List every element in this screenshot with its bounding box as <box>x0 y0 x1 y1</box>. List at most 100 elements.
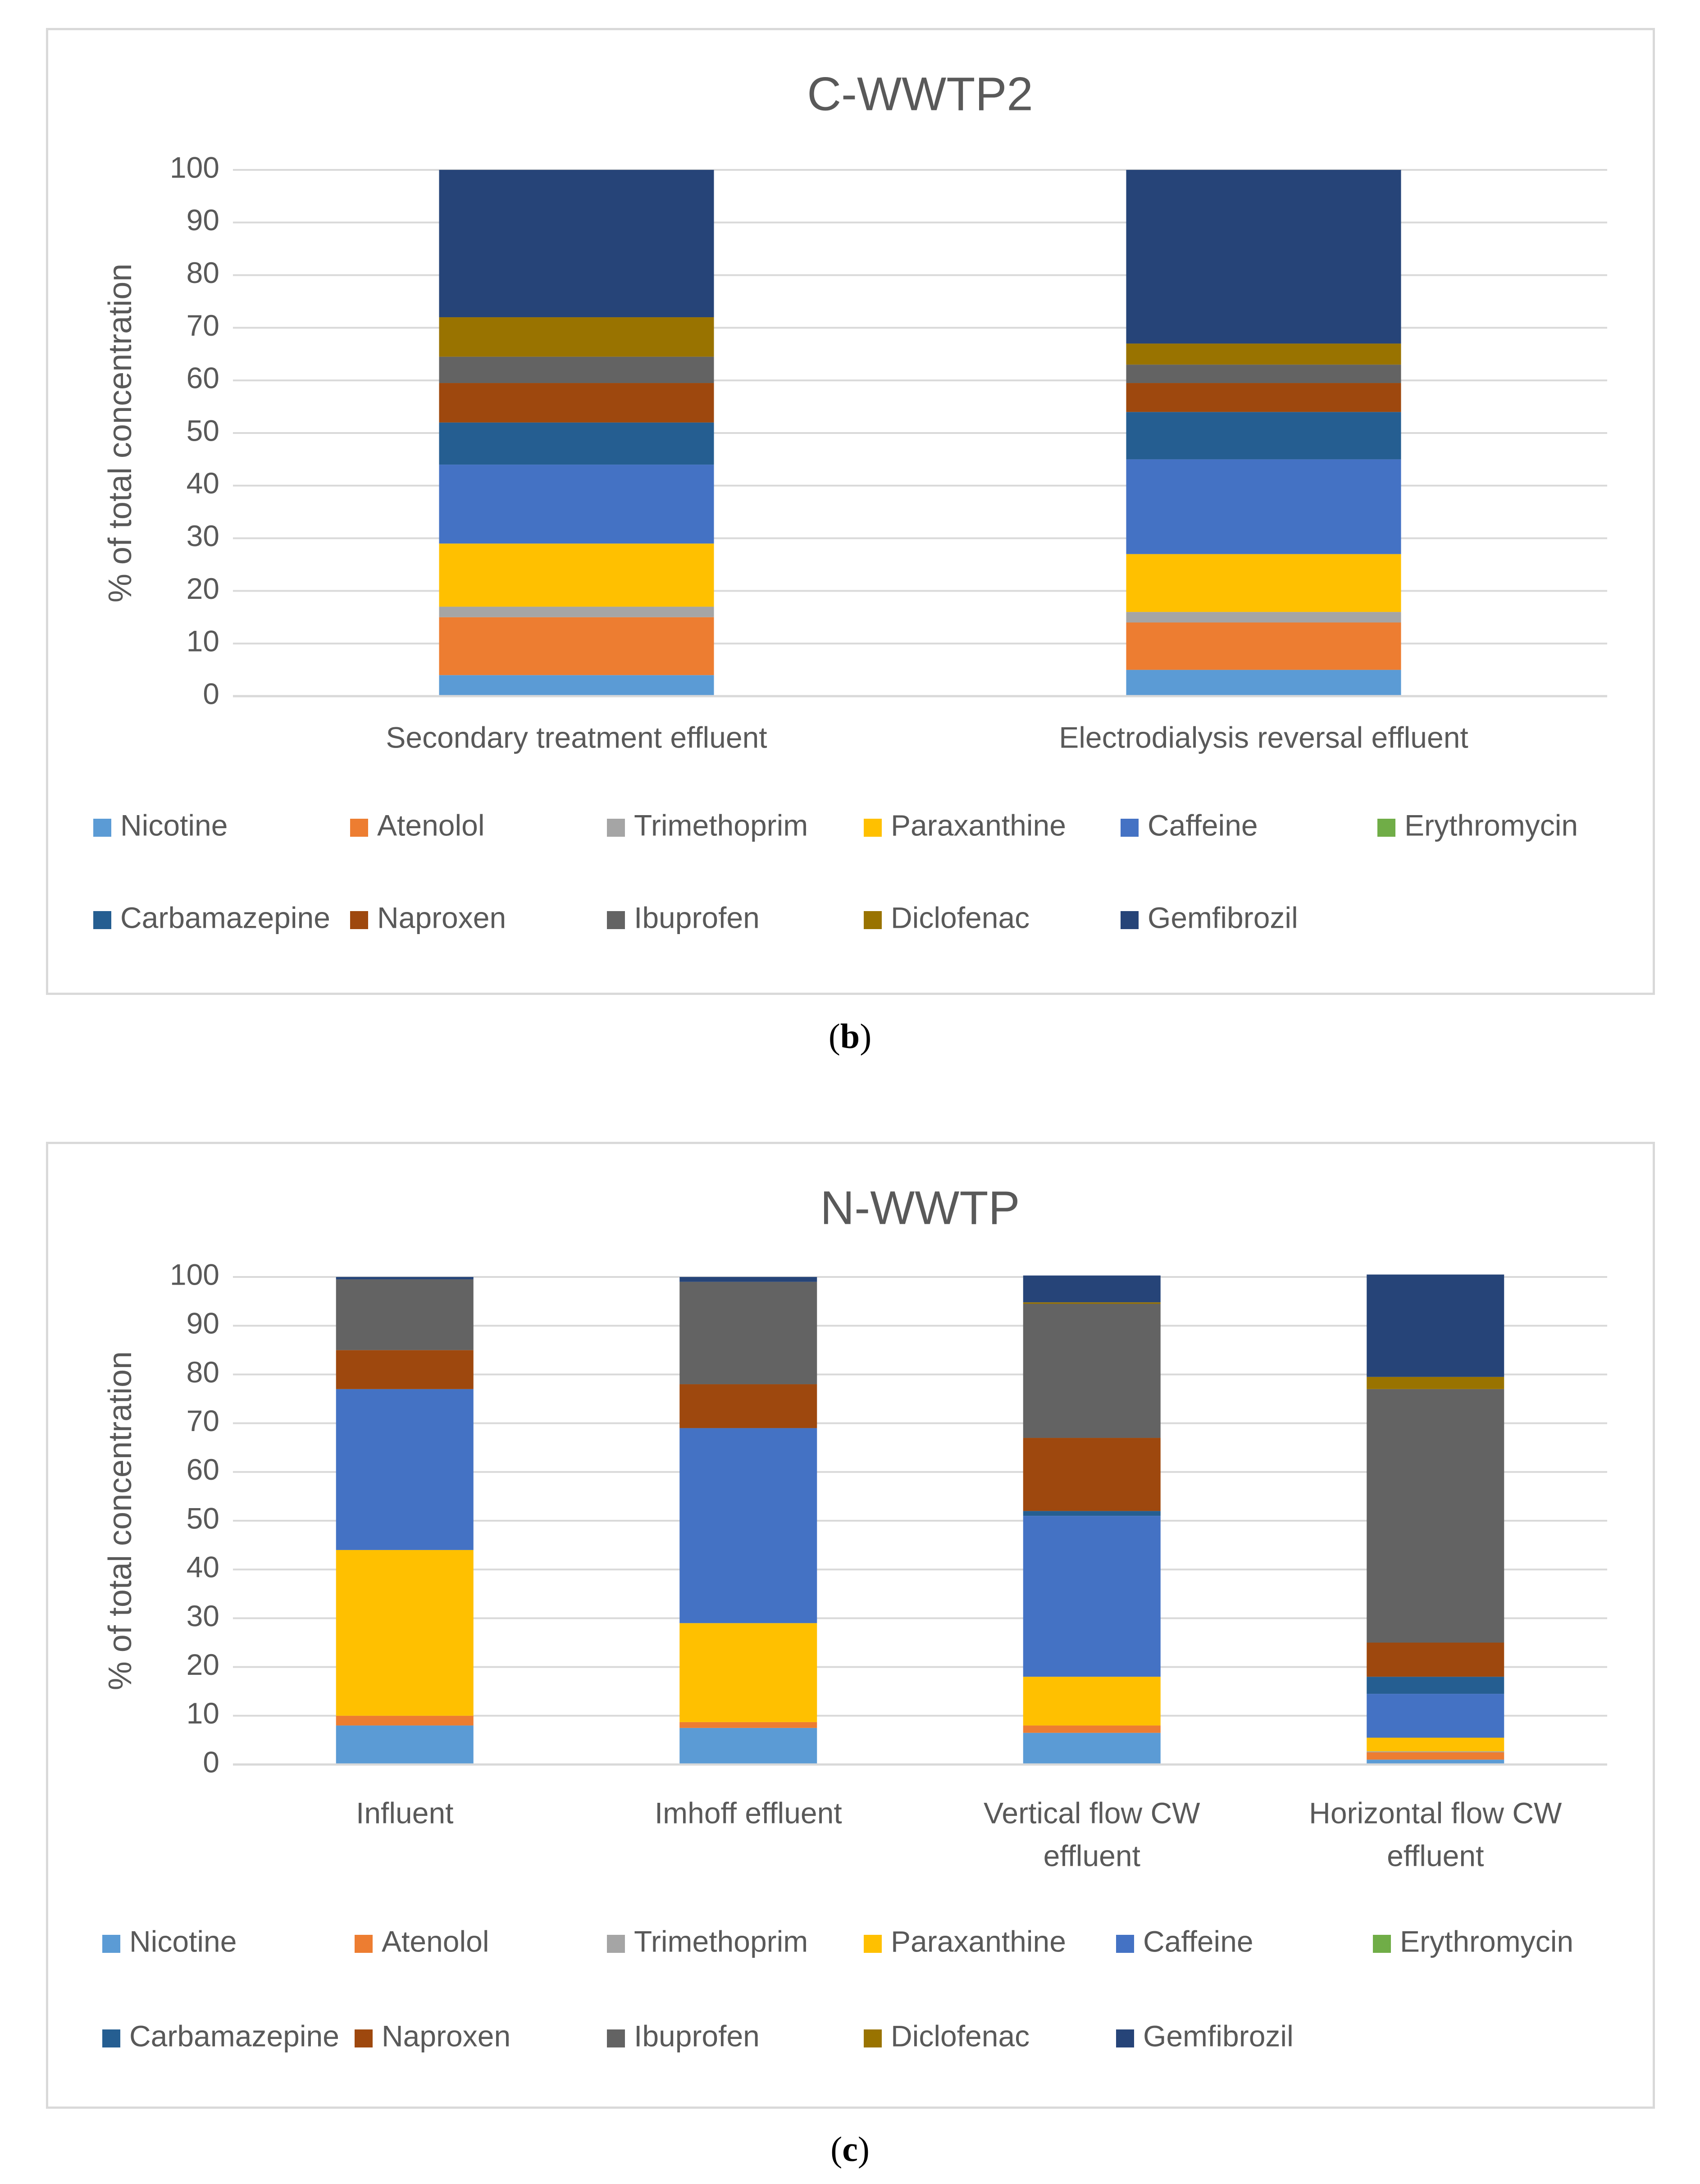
bar-segment-gemfibrozil-2 <box>679 1277 817 1282</box>
legend-swatch-nicotine <box>93 819 111 837</box>
chart-c-wwtp2: C-WWTP2 0 10 20 30 40 50 60 70 80 90 100 % of total … <box>93 68 1607 934</box>
legend-swatch-erythromycin <box>1373 1935 1391 1953</box>
bar-segment-diclofenac-3 <box>1023 1302 1161 1304</box>
y-tick-label-50: 50 <box>187 414 219 447</box>
bar-segment-ibuprofen-3 <box>1023 1304 1161 1438</box>
bar-segment-nicotine-1 <box>336 1725 474 1765</box>
bar-segment-ibuprofen-1 <box>439 356 714 383</box>
legend-swatch-trimethoprim <box>607 1935 625 1953</box>
legend-label-paraxanthine: Paraxanthine <box>891 808 1066 842</box>
bar-segment-naproxen-1 <box>336 1350 474 1389</box>
bar-segment-gemfibrozil-1 <box>439 170 714 318</box>
bar-segment-nicotine-4 <box>1367 1760 1504 1765</box>
bar-segment-gemfibrozil-4 <box>1367 1274 1504 1377</box>
legend-label-atenolol: Atenolol <box>377 808 485 842</box>
legend-label-erythromycin: Erythromycin <box>1400 1924 1573 1958</box>
bar-segment-naproxen-4 <box>1367 1642 1504 1677</box>
legend-label-caffeine: Caffeine <box>1148 808 1258 842</box>
legend-label-caffeine: Caffeine <box>1143 1924 1253 1958</box>
legend-label-nicotine: Nicotine <box>129 1924 237 1958</box>
y-tick-label-10: 10 <box>187 625 219 658</box>
bar-segment-carbamazepine-4 <box>1367 1677 1504 1694</box>
bar-segment-carbamazepine-3 <box>1023 1511 1161 1516</box>
chart-n-wwtp: N-WWTP 0 10 20 30 40 50 60 70 80 90 100 % of total c… <box>102 1182 1607 2052</box>
legend-label-carbamazepine: Carbamazepine <box>129 2019 339 2052</box>
legend-swatch-carbamazepine <box>93 911 111 929</box>
bar-segment-caffeine-2 <box>679 1428 817 1623</box>
bar-segment-caffeine-4 <box>1367 1694 1504 1738</box>
legend-label-atenolol: Atenolol <box>382 1924 489 1958</box>
legend-swatch-diclofenac <box>864 911 882 929</box>
bar-segment-gemfibrozil-2 <box>1126 170 1401 344</box>
category-label-1: Influent <box>356 1796 454 1829</box>
bar-segment-naproxen-1 <box>439 383 714 423</box>
y-tick-label-60: 60 <box>187 361 219 395</box>
bar-segment-paraxanthine-4 <box>1367 1737 1504 1751</box>
legend-label-ibuprofen: Ibuprofen <box>634 2019 760 2052</box>
legend-label-trimethoprim: Trimethoprim <box>634 1924 808 1958</box>
bar-segment-caffeine-2 <box>1126 459 1401 554</box>
legend-label-trimethoprim: Trimethoprim <box>634 808 808 842</box>
legend-swatch-ibuprofen <box>607 911 625 929</box>
category-label-4: effluent <box>1387 1839 1484 1872</box>
chart-title: C-WWTP2 <box>807 68 1033 121</box>
bar-segment-diclofenac-2 <box>1126 343 1401 365</box>
bar-segment-atenolol-1 <box>336 1715 474 1726</box>
y-axis-title: % of total concentration <box>102 1351 138 1690</box>
legend-swatch-gemfibrozil <box>1121 911 1139 929</box>
bar-segment-caffeine-1 <box>336 1389 474 1550</box>
bar-segment-trimethoprim-1 <box>439 606 714 617</box>
legend-label-naproxen: Naproxen <box>377 901 506 934</box>
y-axis-title: % of total concentration <box>102 264 138 602</box>
legend-swatch-nicotine <box>102 1935 120 1953</box>
legend-swatch-ibuprofen <box>607 2029 625 2047</box>
y-tick-label-40: 40 <box>187 466 219 500</box>
category-label-3: Vertical flow CW <box>984 1796 1200 1829</box>
legend-label-gemfibrozil: Gemfibrozil <box>1148 901 1298 934</box>
legend-swatch-atenolol <box>355 1935 373 1953</box>
chart-panel-c-wwtp2: C-WWTP2 0 10 20 30 40 50 60 70 80 90 100 % of total … <box>46 28 1655 995</box>
legend-swatch-naproxen <box>355 2029 373 2047</box>
category-label-4: Horizontal flow CW <box>1309 1796 1562 1829</box>
chart-panel-n-wwtp: N-WWTP 0 10 20 30 40 50 60 70 80 90 100 % of total c… <box>46 1142 1655 2109</box>
y-tick-label-80: 80 <box>187 1355 219 1389</box>
bar-segment-paraxanthine-2 <box>679 1623 817 1722</box>
bar-segment-trimethoprim-4 <box>1367 1751 1504 1752</box>
bar-segment-ibuprofen-4 <box>1367 1389 1504 1643</box>
y-tick-label-50: 50 <box>187 1501 219 1535</box>
bar-segment-nicotine-1 <box>439 675 714 696</box>
legend-swatch-paraxanthine <box>864 1935 882 1953</box>
bar-segment-caffeine-3 <box>1023 1516 1161 1677</box>
legend-swatch-carbamazepine <box>102 2029 120 2047</box>
bar-segment-diclofenac-4 <box>1367 1377 1504 1389</box>
bar-segment-caffeine-1 <box>439 465 714 544</box>
y-tick-label-40: 40 <box>187 1550 219 1584</box>
bar-segment-trimethoprim-2 <box>1126 612 1401 623</box>
y-tick-label-90: 90 <box>187 203 219 237</box>
y-tick-label-0: 0 <box>203 677 219 710</box>
bar-segment-naproxen-3 <box>1023 1438 1161 1511</box>
legend-swatch-diclofenac <box>864 2029 882 2047</box>
bar-segment-atenolol-3 <box>1023 1725 1161 1733</box>
bar-segment-nicotine-3 <box>1023 1733 1161 1765</box>
legend-swatch-paraxanthine <box>864 819 882 837</box>
y-tick-label-70: 70 <box>187 309 219 342</box>
legend-swatch-trimethoprim <box>607 819 625 837</box>
y-tick-label-20: 20 <box>187 572 219 605</box>
legend-swatch-erythromycin <box>1377 819 1395 837</box>
bar-segment-paraxanthine-1 <box>336 1550 474 1716</box>
bar-segment-nicotine-2 <box>679 1728 817 1765</box>
bar-segment-ibuprofen-1 <box>336 1279 474 1350</box>
legend-swatch-naproxen <box>350 911 368 929</box>
bar-segment-carbamazepine-2 <box>1126 412 1401 460</box>
bar-segment-naproxen-2 <box>679 1384 817 1428</box>
bar-segment-gemfibrozil-3 <box>1023 1275 1161 1303</box>
y-tick-label-80: 80 <box>187 256 219 289</box>
bar-segment-atenolol-2 <box>1126 622 1401 670</box>
y-tick-label-20: 20 <box>187 1648 219 1681</box>
bar-segment-diclofenac-1 <box>439 317 714 357</box>
legend-label-paraxanthine: Paraxanthine <box>891 1924 1066 1958</box>
y-tick-label-90: 90 <box>187 1307 219 1340</box>
bar-segment-paraxanthine-3 <box>1023 1677 1161 1726</box>
category-label-1: Secondary treatment effluent <box>386 720 767 754</box>
